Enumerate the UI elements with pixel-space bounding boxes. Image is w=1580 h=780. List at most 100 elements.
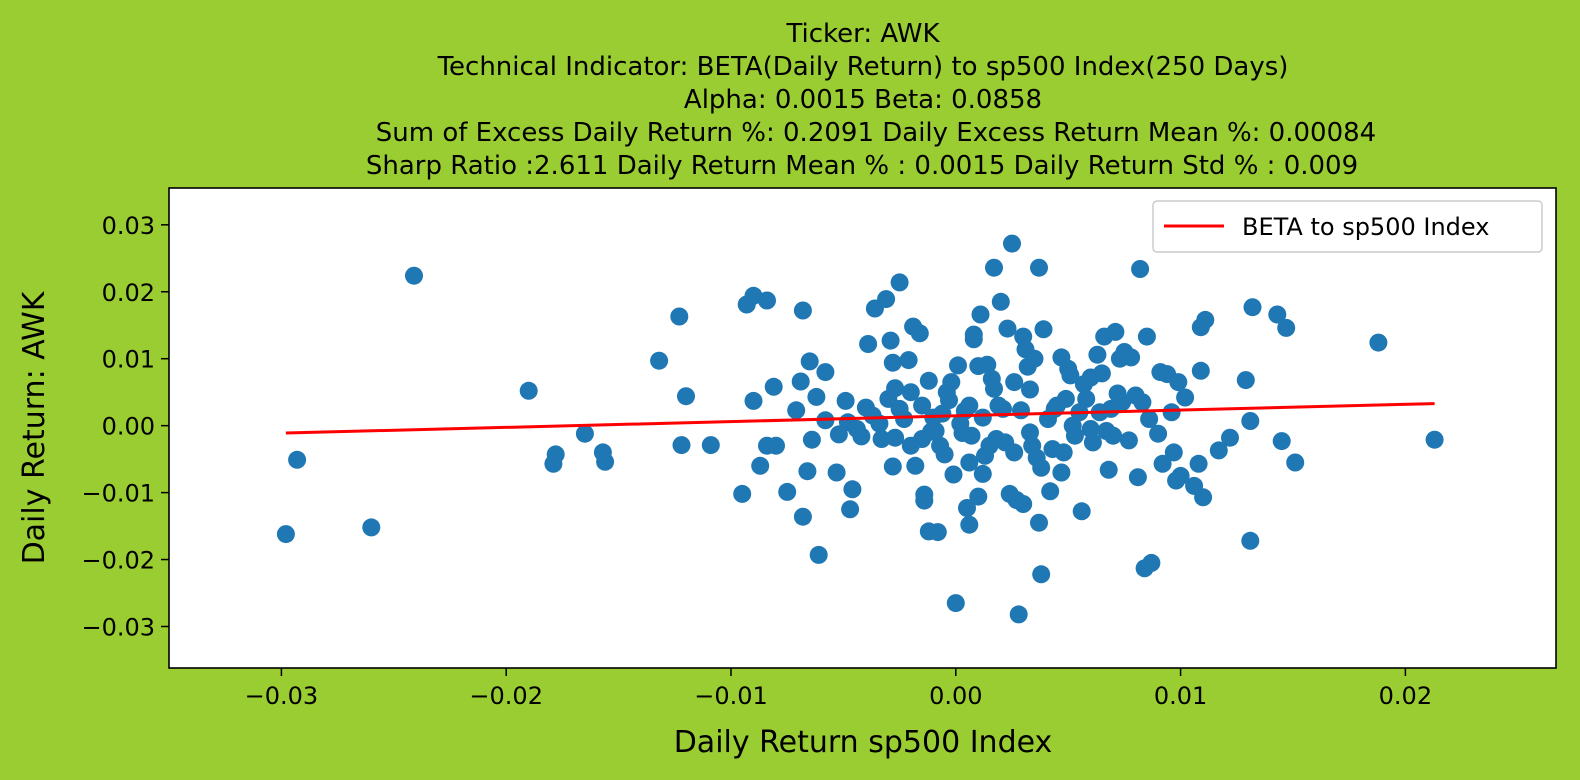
title-line-5: Sharp Ratio :2.611 Daily Return Mean % :…	[366, 151, 1358, 181]
scatter-point	[1032, 458, 1051, 477]
scatter-point	[1045, 399, 1064, 418]
legend: BETA to sp500 Index	[1152, 200, 1543, 253]
scatter-point	[1241, 531, 1260, 550]
scatter-point	[519, 381, 538, 400]
scatter-point	[744, 391, 763, 410]
scatter-point	[1041, 482, 1060, 501]
scatter-point	[809, 545, 828, 564]
scatter-point	[872, 430, 891, 448]
scatter-point	[883, 353, 902, 372]
scatter-point	[798, 462, 817, 481]
scatter-point	[1003, 234, 1021, 253]
y-axis-ticks: 0.03 0.02 0.01 0.00 −0.01 −0.02 −0.03	[81, 212, 169, 641]
y-tick-label: 0.02	[102, 279, 155, 307]
scatter-point	[1209, 441, 1228, 460]
scatter-point	[913, 430, 932, 448]
scatter-point	[1128, 468, 1147, 487]
scatter-point	[971, 305, 990, 324]
title-line-2: Technical Indicator: BETA(Daily Return) …	[437, 52, 1289, 82]
x-tick-label: 0.00	[929, 682, 982, 710]
scatter-point	[793, 301, 812, 320]
scatter-point	[940, 391, 958, 410]
scatter-points	[276, 234, 1444, 624]
scatter-point	[1025, 349, 1044, 368]
scatter-point	[546, 445, 565, 464]
scatter-point	[886, 428, 905, 447]
scatter-point	[928, 523, 947, 542]
scatter-point	[1099, 460, 1118, 479]
plot-border	[168, 187, 1557, 669]
scatter-point	[962, 426, 981, 445]
scatter-point	[881, 331, 900, 350]
scatter-point	[405, 266, 423, 285]
scatter-point	[998, 319, 1017, 338]
y-tick-label: −0.02	[81, 547, 155, 575]
scatter-point	[946, 594, 965, 613]
scatter-point	[596, 452, 615, 471]
chart-title: Ticker: AWK Technical Indicator: BETA(Da…	[366, 19, 1376, 181]
scatter-point	[915, 485, 934, 504]
scatter-point	[816, 363, 835, 382]
scatter-point	[1032, 565, 1051, 584]
scatter-point	[1021, 380, 1039, 399]
scatter-point	[1194, 488, 1213, 507]
scatter-point	[863, 406, 882, 425]
scatter-point	[827, 463, 846, 482]
scatter-point	[989, 396, 1008, 415]
scatter-point	[1106, 322, 1125, 341]
scatter-point	[890, 399, 909, 418]
scatter-point	[1005, 373, 1024, 392]
scatter-point	[877, 290, 896, 309]
scatter-point	[980, 436, 999, 455]
scatter-point	[650, 351, 669, 370]
scatter-point	[1034, 320, 1053, 339]
scatter-point	[991, 292, 1010, 311]
scatter-point	[1012, 401, 1030, 420]
title-line-4: Sum of Excess Daily Return %: 0.2091 Dai…	[376, 118, 1376, 148]
scatter-point	[944, 465, 963, 484]
scatter-point	[677, 387, 695, 406]
y-tick-label: 0.03	[102, 212, 155, 240]
scatter-point	[1104, 426, 1123, 445]
scatter-point	[793, 507, 812, 526]
scatter-point	[1077, 389, 1096, 408]
scatter-point	[1272, 432, 1291, 451]
scatter-point	[1133, 393, 1152, 412]
scatter-point	[1137, 327, 1156, 346]
scatter-point	[800, 352, 819, 371]
scatter-point	[276, 525, 295, 544]
scatter-point	[1221, 428, 1239, 447]
scatter-point	[973, 464, 992, 483]
scatter-point	[1072, 502, 1091, 521]
scatter-point	[1169, 373, 1188, 392]
scatter-point	[1162, 403, 1181, 422]
scatter-point	[958, 499, 976, 517]
scatter-point	[1191, 361, 1210, 380]
scatter-point	[1088, 345, 1107, 364]
scatter-point	[1119, 431, 1138, 450]
scatter-point	[913, 396, 932, 415]
scatter-point	[906, 456, 925, 475]
scatter-point	[575, 424, 594, 443]
y-tick-label: 0.01	[102, 346, 155, 374]
scatter-point	[969, 487, 988, 506]
scatter-point	[362, 518, 381, 537]
scatter-point	[960, 453, 979, 472]
scatter-point	[847, 420, 866, 438]
scatter-point	[670, 307, 689, 326]
scatter-point	[841, 500, 860, 519]
scatter-point	[1014, 495, 1033, 513]
scatter-point	[1149, 424, 1168, 443]
scatter-point	[1122, 348, 1141, 367]
scatter-point	[1236, 371, 1255, 390]
scatter-point	[973, 408, 992, 427]
scatter-point	[701, 436, 720, 455]
scatter-point	[942, 373, 961, 392]
scatter-point	[1092, 364, 1111, 383]
scatter-point	[1176, 388, 1195, 407]
scatter-point	[886, 379, 905, 398]
scatter-point	[1030, 258, 1048, 277]
scatter-point	[758, 291, 776, 310]
scatter-point	[919, 371, 938, 390]
scatter-point	[288, 450, 307, 469]
